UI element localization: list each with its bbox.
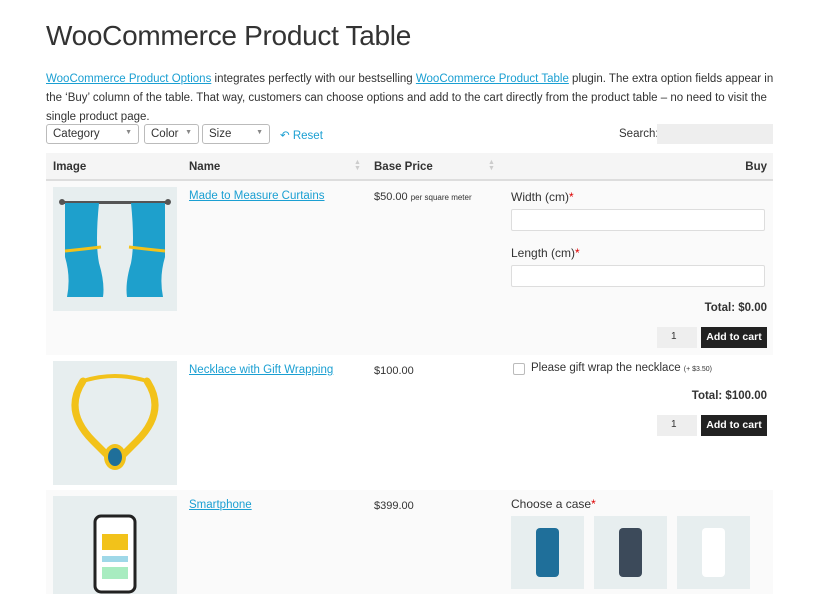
column-buy: Buy — [745, 161, 767, 173]
sort-icon[interactable]: ▲ ▼ — [488, 159, 495, 172]
search-input[interactable] — [657, 124, 773, 144]
width-input[interactable] — [511, 209, 765, 231]
undo-icon: ↶ — [280, 130, 290, 142]
page-title: WooCommerce Product Table — [46, 20, 411, 51]
total-price: Total: $100.00 — [691, 390, 767, 402]
product-price: $100.00 — [374, 365, 414, 377]
chevron-down-icon: ▼ — [125, 129, 132, 136]
case-option-blue[interactable] — [511, 516, 584, 589]
add-to-cart-button[interactable]: Add to cart — [701, 327, 767, 348]
length-label: Length (cm)* — [511, 246, 580, 260]
gift-wrap-checkbox[interactable] — [513, 363, 525, 375]
chevron-down-icon: ▼ — [185, 129, 192, 136]
product-name-link[interactable]: Made to Measure Curtains — [189, 190, 325, 202]
search-label: Search: — [619, 128, 659, 140]
product-price: $50.00 per square meter — [374, 191, 472, 203]
table-row: Made to Measure Curtains $50.00 per squa… — [46, 181, 773, 355]
curtains-image — [53, 187, 177, 311]
table-row: Necklace with Gift Wrapping $100.00 Plea… — [46, 355, 773, 490]
quantity-input[interactable]: 1 — [657, 415, 697, 436]
product-name-link[interactable]: Necklace with Gift Wrapping — [189, 364, 334, 376]
chevron-down-icon: ▼ — [256, 129, 263, 136]
total-price: Total: $0.00 — [704, 302, 767, 314]
quantity-input[interactable]: 1 — [657, 327, 697, 348]
product-price: $399.00 — [374, 500, 414, 512]
category-filter[interactable]: Category ▼ — [46, 124, 139, 144]
length-input[interactable] — [511, 265, 765, 287]
table-header: Image Name ▲ ▼ Base Price ▲ ▼ Buy — [46, 153, 773, 181]
column-image: Image — [53, 161, 87, 173]
case-option-dark[interactable] — [594, 516, 667, 589]
reset-button[interactable]: ↶ Reset — [280, 130, 323, 142]
product-options-link[interactable]: WooCommerce Product Options — [46, 73, 212, 85]
color-filter[interactable]: Color ▼ — [144, 124, 199, 144]
column-base-price[interactable]: Base Price — [374, 161, 433, 173]
table-row: Smartphone $399.00 Choose a case* — [46, 490, 773, 594]
gift-wrap-label: Please gift wrap the necklace (+ $3.50) — [531, 362, 713, 374]
case-choice-label: Choose a case* — [511, 497, 596, 511]
sort-icon[interactable]: ▲ ▼ — [354, 159, 361, 172]
product-table-link[interactable]: WooCommerce Product Table — [415, 73, 569, 85]
case-option-clear[interactable] — [677, 516, 750, 589]
width-label: Width (cm)* — [511, 190, 574, 204]
add-to-cart-button[interactable]: Add to cart — [701, 415, 767, 436]
product-name-link[interactable]: Smartphone — [189, 499, 252, 511]
column-name[interactable]: Name — [189, 161, 221, 173]
size-filter[interactable]: Size ▼ — [202, 124, 270, 144]
intro-text: WooCommerce Product Options integrates p… — [46, 73, 774, 123]
smartphone-image — [53, 496, 177, 594]
necklace-image — [53, 361, 177, 485]
